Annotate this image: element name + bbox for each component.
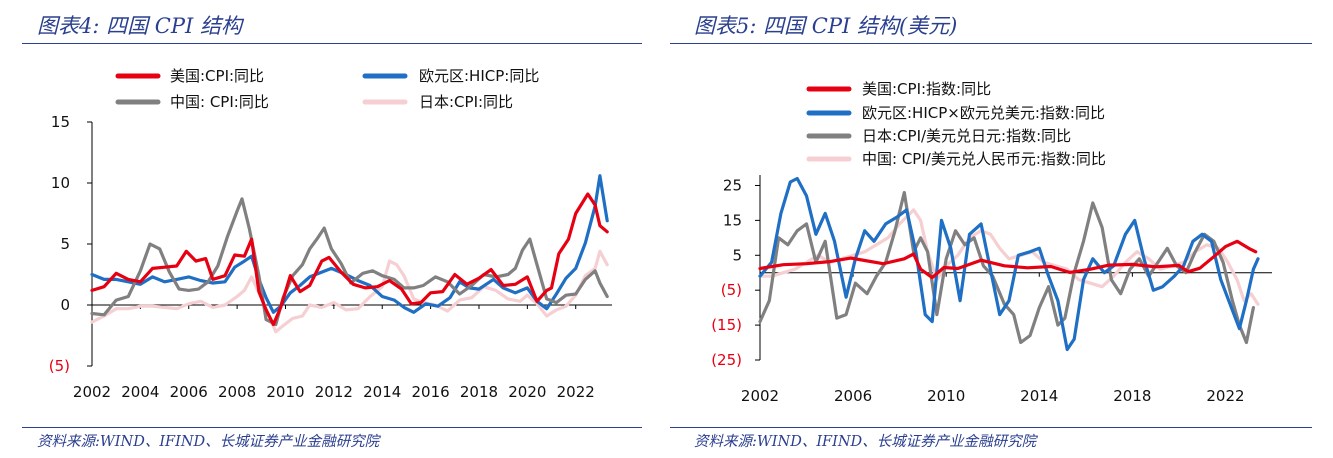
right-legend-label-0: 美国:CPI:指数:同比 <box>862 80 991 98</box>
left-source-note: 资料来源:WIND、IFIND、长城证券产业金融研究院 <box>37 434 380 450</box>
left-x-tick-label: 2006 <box>170 383 208 401</box>
right-x-tick-label: 2018 <box>1113 387 1151 405</box>
right-series-line-3 <box>758 208 1260 306</box>
right-x-tick-label: 2006 <box>834 387 872 405</box>
left-x-tick-label: 2002 <box>73 383 111 401</box>
left-legend-label-1: 欧元区:HICP:同比 <box>419 67 539 85</box>
right-x-tick-label: 2010 <box>927 387 965 405</box>
left-x-tick-label: 2012 <box>315 383 353 401</box>
left-x-tick-label: 2008 <box>218 383 256 401</box>
left-cpi-chart: 15 10 5 0 (5)2002 2004 2006 2008 2010 2012 2014 201… <box>49 67 612 401</box>
right-legend-label-2: 日本:CPI/美元兑日元:指数:同比 <box>862 127 1071 145</box>
left-y-tick-label: 10 <box>51 174 70 192</box>
left-x-tick-label: 2010 <box>266 383 304 401</box>
left-series-line-3 <box>90 249 609 334</box>
right-series-line-1 <box>758 176 1260 352</box>
left-y-tick-label: 0 <box>60 296 70 314</box>
right-series-line-0 <box>758 239 1258 280</box>
right-legend-label-1: 欧元区:HICP×欧元兑美元:指数:同比 <box>862 104 1105 122</box>
right-y-tick-label: 5 <box>732 246 742 264</box>
left-y-tick-label: (5) <box>49 357 70 375</box>
left-x-tick-label: 2004 <box>121 383 159 401</box>
left-footer-rule <box>22 427 642 428</box>
left-legend-label-3: 日本:CPI:同比 <box>419 93 513 111</box>
right-legend-label-3: 中国: CPI/美元兑人民币元:指数:同比 <box>862 150 1106 168</box>
left-figure-title: 图表4: 四国 CPI 结构 <box>37 14 242 38</box>
left-legend-label-0: 美国:CPI:同比 <box>170 67 264 85</box>
left-x-tick-label: 2022 <box>557 383 595 401</box>
right-footer-rule <box>670 427 1312 428</box>
right-x-tick-label: 2014 <box>1020 387 1058 405</box>
right-source-note: 资料来源:WIND、IFIND、长城证券产业金融研究院 <box>694 434 1037 450</box>
right-y-tick-label: 15 <box>723 211 742 229</box>
left-title-rule <box>22 43 642 44</box>
left-y-tick-label: 5 <box>60 235 70 253</box>
left-figure-panel: 图表4: 四国 CPI 结构 15 10 5 0 (5) 2002 2004 2006 2008… <box>0 0 666 458</box>
left-x-tick-label: 2014 <box>363 383 401 401</box>
right-cpi-usd-chart: 25 15 5 (5) (15) (25) 2002 2006 2010 2014 2018 2022… <box>711 80 1272 405</box>
right-y-tick-label: (15) <box>711 316 742 334</box>
right-x-tick-label: 2002 <box>741 387 779 405</box>
left-x-tick-label: 2020 <box>508 383 546 401</box>
left-series-line-0 <box>90 192 609 327</box>
left-y-tick-label: 15 <box>51 113 70 131</box>
left-x-tick-label: 2018 <box>460 383 498 401</box>
right-figure-title: 图表5: 四国 CPI 结构(美元) <box>694 14 958 38</box>
right-y-tick-label: (5) <box>721 281 742 299</box>
right-x-tick-label: 2022 <box>1206 387 1244 405</box>
left-legend-label-2: 中国: CPI:同比 <box>170 93 269 111</box>
left-series-line-2 <box>90 197 609 327</box>
right-y-tick-label: 25 <box>723 176 742 194</box>
left-x-tick-label: 2016 <box>412 383 450 401</box>
right-title-rule <box>670 43 1312 44</box>
right-y-tick-label: (25) <box>711 351 742 369</box>
right-figure-panel: 图表5: 四国 CPI 结构(美元) 25 15 5 (5) (15) (25) 2002 2… <box>666 0 1333 458</box>
